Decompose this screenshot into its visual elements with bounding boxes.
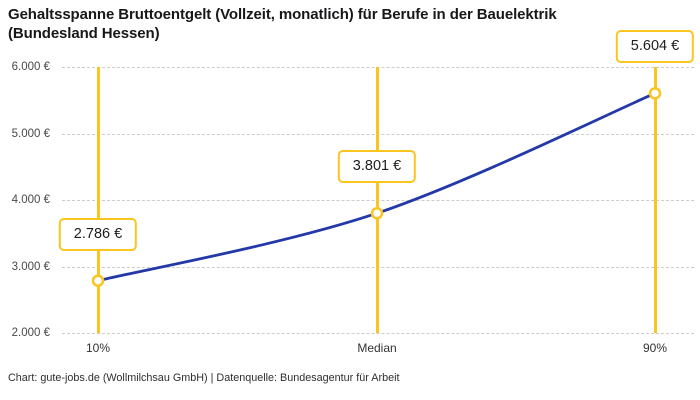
- range-line: [375, 67, 379, 333]
- gridline: [62, 333, 694, 334]
- y-axis-tick-label: 6.000 €: [11, 61, 50, 73]
- y-axis-tick-label: 4.000 €: [11, 194, 50, 206]
- chart-footer: Chart: gute-jobs.de (Wollmilchsau GmbH) …: [8, 372, 400, 384]
- range-line: [653, 67, 657, 333]
- y-axis-tick-label: 2.000 €: [11, 327, 50, 339]
- x-axis-tick-label: 90%: [642, 341, 668, 355]
- value-label: 3.801 €: [337, 150, 417, 184]
- y-axis-tick-label: 3.000 €: [11, 260, 50, 273]
- x-axis-tick-label: 10%: [85, 341, 111, 355]
- chart-title: Gehaltsspanne Bruttoentgelt (Vollzeit, m…: [8, 6, 557, 43]
- value-label: 5.604 €: [615, 30, 695, 64]
- x-axis-tick-label: Median: [357, 341, 397, 355]
- value-label: 2.786 €: [58, 217, 138, 251]
- y-axis-tick-label: 5.000 €: [11, 127, 50, 140]
- range-line: [96, 67, 100, 333]
